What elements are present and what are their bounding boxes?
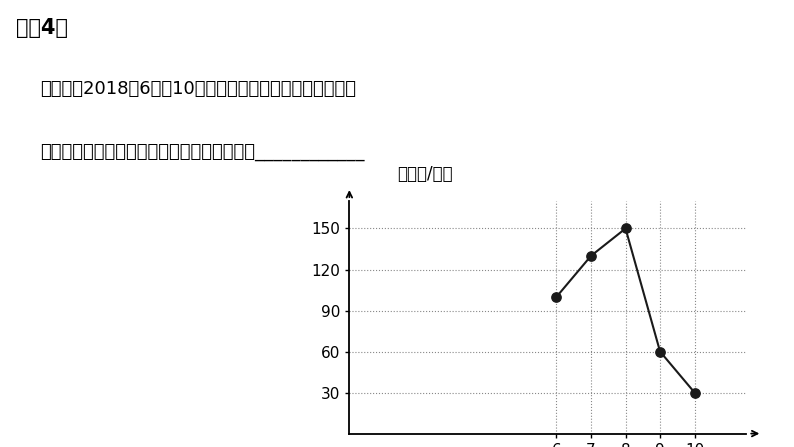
Point [584,252,597,259]
Point [550,293,563,300]
Text: 【朵4】: 【朵4】 [16,18,67,38]
Point [688,389,701,396]
Text: 折线统计图，则降雨量变化最大的时间范围是____________: 折线统计图，则降雨量变化最大的时间范围是____________ [40,143,364,161]
Text: 降水量/毫米: 降水量/毫米 [397,164,453,182]
Point [653,348,666,355]
Point [619,225,632,232]
Text: 张琳同学2018年6月～10月的月降水量绘制成了如图所示的: 张琳同学2018年6月～10月的月降水量绘制成了如图所示的 [40,80,356,98]
